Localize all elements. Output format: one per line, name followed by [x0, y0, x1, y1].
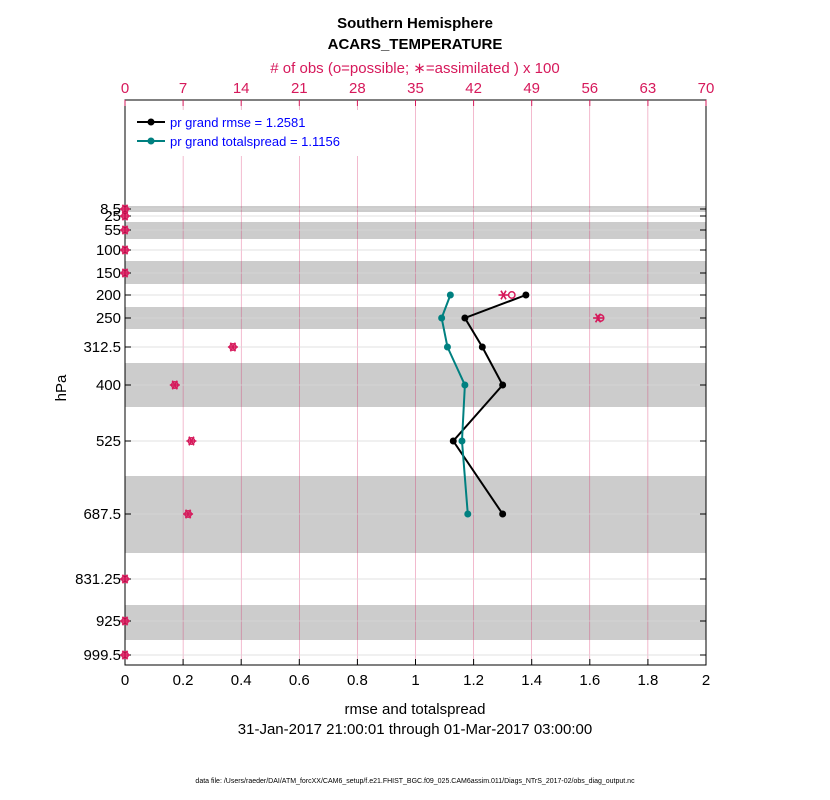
chart-title: Southern Hemisphere [337, 15, 493, 32]
top-tick-label: 63 [640, 80, 657, 97]
x-tick-label: 1 [411, 672, 419, 689]
y-tick-label: 999.5 [83, 647, 121, 664]
assimilated-star-stroke [121, 616, 129, 626]
y-tick-label: 200 [96, 287, 121, 304]
y-tick-label: 925 [96, 613, 121, 630]
series-1-point [438, 314, 446, 322]
top-tick-label: 42 [465, 80, 482, 97]
obs-assimilated-marker [186, 436, 197, 446]
x-tick-label: 1.8 [637, 672, 658, 689]
obs-assimilated-marker [169, 380, 180, 390]
x-tick-label: 0.6 [289, 672, 310, 689]
legend-box [131, 110, 371, 156]
obs-assimilated-marker [183, 509, 194, 519]
x-tick-label: 0.8 [347, 672, 368, 689]
x-tick-label: 0.2 [173, 672, 194, 689]
top-tick-label: 49 [523, 80, 540, 97]
obs-assimilated-marker [120, 268, 130, 278]
x-tick-label: 2 [702, 672, 710, 689]
legend-entry-1: pr grand totalspread = 1.1156 [170, 134, 340, 149]
obs-assimilated-marker [498, 290, 509, 300]
obs-assimilated-marker [120, 245, 130, 255]
assimilated-star-stroke [121, 211, 129, 221]
y-tick-label: 100 [96, 242, 121, 259]
y-tick-label: 400 [96, 377, 121, 394]
legend-marker-1 [147, 137, 155, 145]
top-axis-label: # of obs (o=possible; ∗=assimilated ) x … [270, 60, 559, 77]
obs-assimilated-marker [120, 574, 130, 584]
assimilated-star-stroke [121, 650, 129, 660]
obs-assimilated-marker [120, 225, 130, 235]
data-file-footer: data file: /Users/raeder/DAI/ATM_forcXX/… [195, 778, 635, 785]
y-tick-label: 25 [104, 208, 121, 225]
series-0-point [499, 381, 507, 389]
y-tick-label: 8.5 [100, 201, 121, 218]
y-tick-label: 687.5 [83, 506, 121, 523]
top-tick-label: 70 [698, 80, 715, 97]
series-0-point [522, 291, 530, 299]
series-group [438, 291, 530, 518]
date-range: 31-Jan-2017 21:00:01 through 01-Mar-2017… [238, 721, 592, 738]
legend: pr grand rmse = 1.2581 pr grand totalspre… [131, 110, 371, 156]
assimilated-star-stroke [121, 245, 129, 255]
legend-marker-0 [147, 118, 155, 126]
assimilated-star-stroke [188, 436, 195, 446]
top-tick-label: 7 [179, 80, 187, 97]
x-tick-label: 0 [121, 672, 129, 689]
series-line-1 [440, 294, 469, 515]
series-1-point [458, 437, 466, 445]
top-tick-label: 14 [233, 80, 250, 97]
top-tick-label: 56 [581, 80, 598, 97]
obs-assimilated-marker [120, 650, 130, 660]
axis-ticks: 0 0.2 0.4 0.6 0.8 1 1.2 1.4 1.6 1.8 2 0 7 14 21 28 35 42 4… [75, 80, 714, 689]
assimilated-star-stroke [121, 225, 129, 235]
x-tick-label: 1.2 [463, 672, 484, 689]
assimilated-star-stroke [121, 268, 129, 278]
x-axis-label: rmse and totalspread [345, 701, 486, 718]
obs-assimilated-marker [120, 211, 130, 221]
obs-possible-marker [507, 291, 516, 299]
assimilated-star-stroke [594, 313, 602, 323]
series-0-point [461, 314, 469, 322]
series-1-point [443, 343, 451, 351]
y-tick-label: 312.5 [83, 339, 121, 356]
grid-lines [125, 100, 706, 665]
obs-assimilated-marker [593, 313, 604, 323]
assimilated-star-stroke [500, 290, 507, 300]
top-tick-label: 28 [349, 80, 366, 97]
series-0-point [499, 510, 507, 518]
assimilated-star-stroke [184, 509, 192, 519]
series-0-point [478, 343, 486, 351]
x-tick-label: 1.4 [521, 672, 542, 689]
chart-subtitle: ACARS_TEMPERATURE [328, 36, 503, 53]
assimilated-star-stroke [229, 342, 237, 352]
obs-assimilated-marker [120, 616, 130, 626]
y-tick-label: 525 [96, 433, 121, 450]
y-tick-label: 831.25 [75, 571, 121, 588]
x-tick-label: 1.6 [579, 672, 600, 689]
x-tick-label: 0.4 [231, 672, 252, 689]
y-tick-label: 150 [96, 265, 121, 282]
legend-entry-0: pr grand rmse = 1.2581 [170, 115, 306, 130]
series-line-0 [452, 294, 527, 515]
top-tick-label: 35 [407, 80, 424, 97]
assimilated-star-stroke [121, 574, 129, 584]
y-tick-label: 55 [104, 222, 121, 239]
series-1-point [446, 291, 454, 299]
top-tick-label: 0 [121, 80, 129, 97]
top-tick-label: 21 [291, 80, 308, 97]
y-tick-label: 250 [96, 310, 121, 327]
series-1-point [461, 381, 469, 389]
series-0-point [449, 437, 457, 445]
y-axis-label: hPa [53, 374, 70, 401]
obs-assimilated-marker [227, 342, 238, 352]
assimilated-star-stroke [171, 380, 178, 390]
series-1-point [464, 510, 472, 518]
obs-markers [120, 204, 605, 660]
